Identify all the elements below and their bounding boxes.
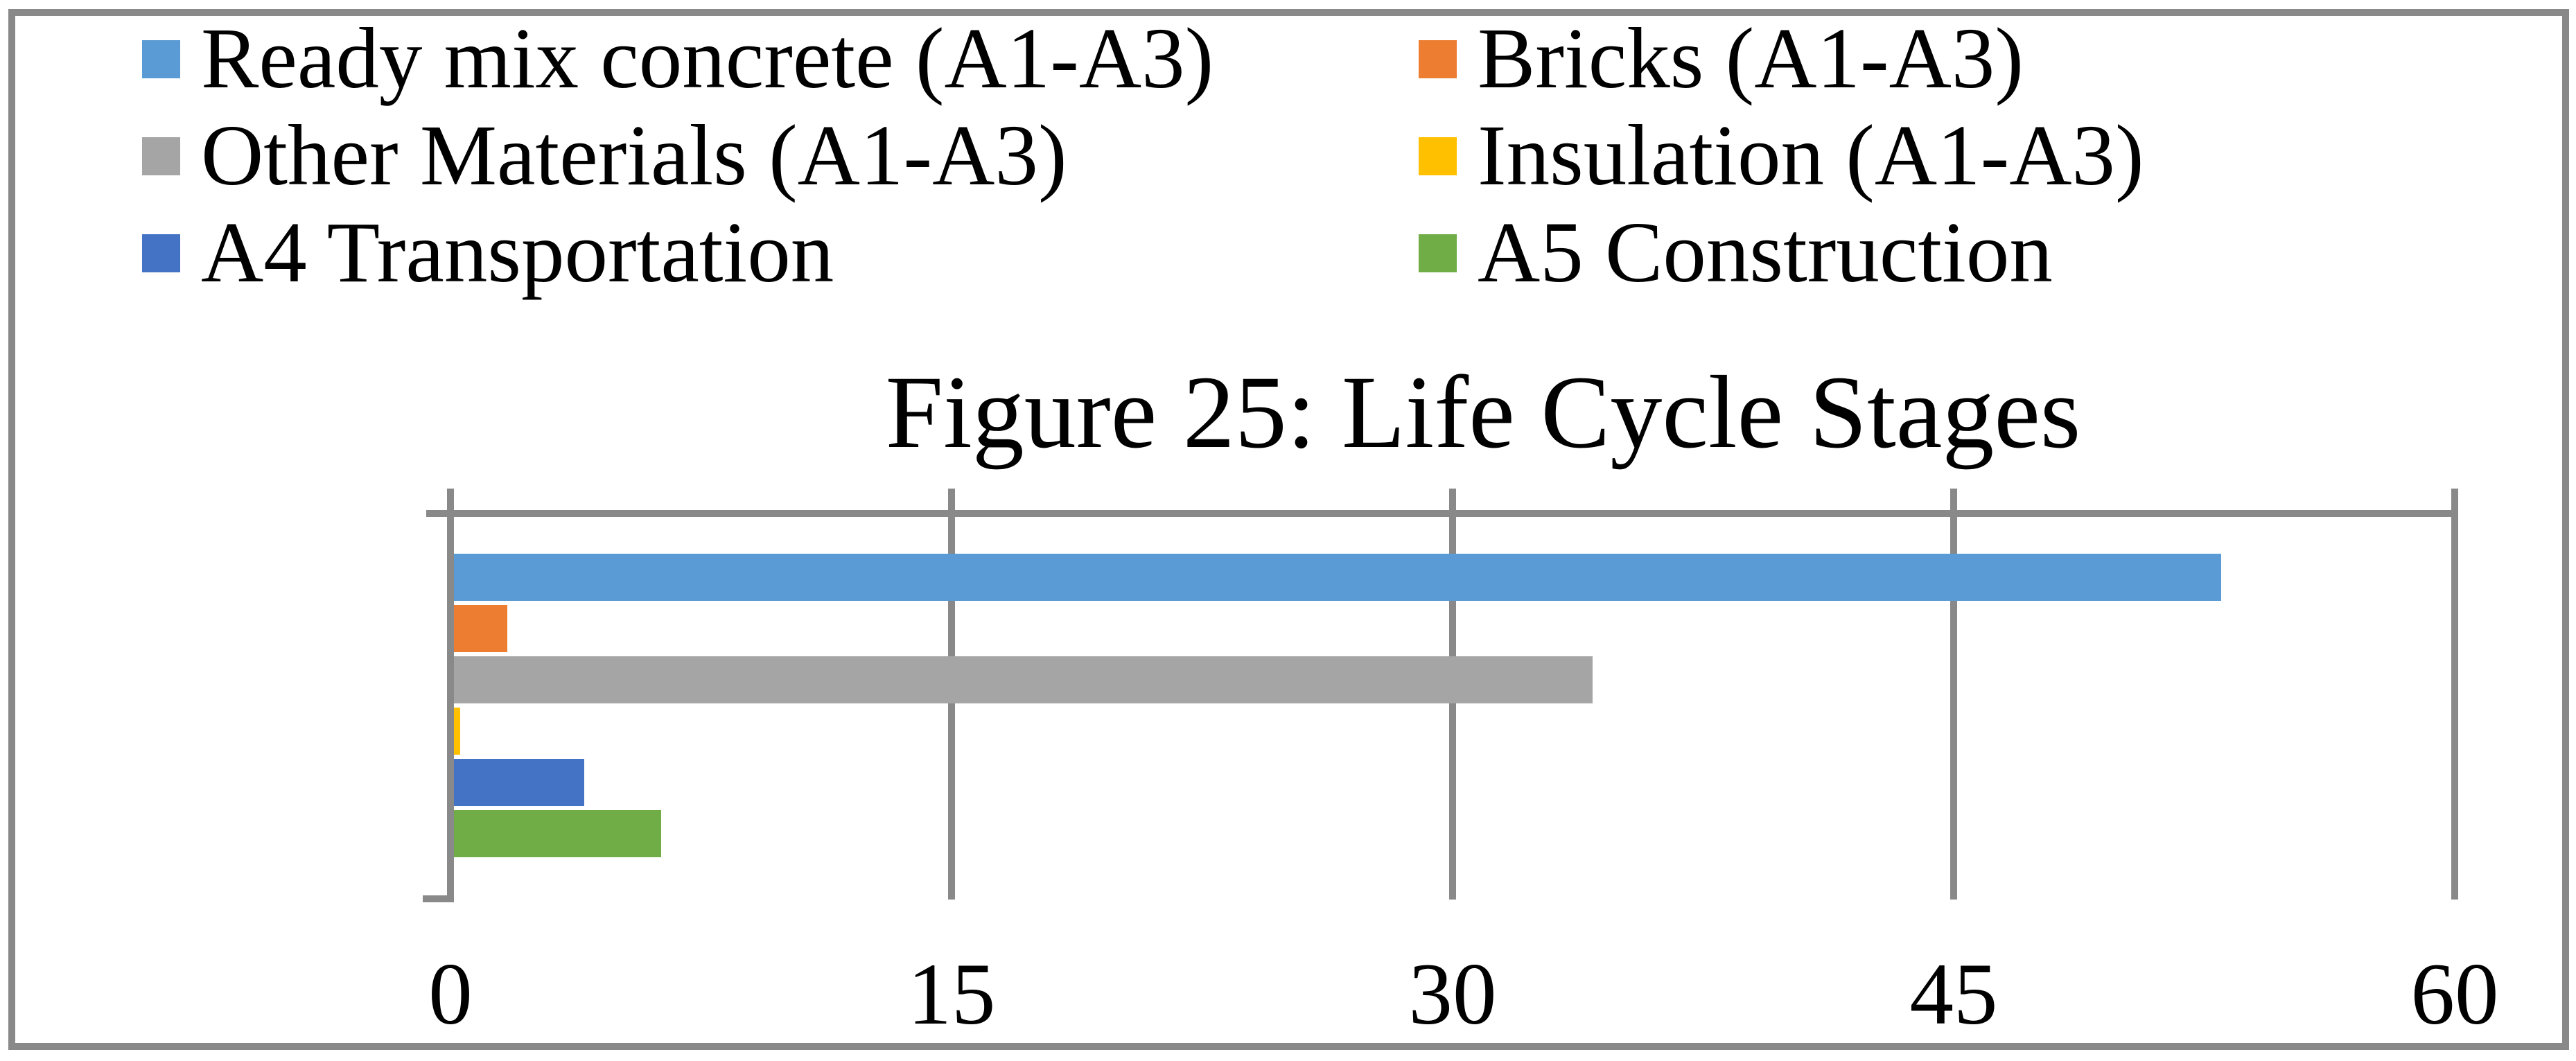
bar-ready-mix-concrete-a1-a3 [454,554,2221,601]
legend-item-other-materials-a1-a3: Other Materials (A1-A3) [142,107,1067,204]
legend-swatch-icon [142,234,180,272]
x-tick-label-30: 30 [1408,946,1497,1043]
legend-item-a5-construction: A5 Construction [1419,204,2053,301]
legend-swatch-icon [1419,40,1457,78]
legend-label: Bricks (A1-A3) [1478,11,2024,107]
legend-label: Other Materials (A1-A3) [201,108,1067,204]
legend-item-ready-mix-concrete-a1-a3: Ready mix concrete (A1-A3) [142,10,1213,107]
legend-item-insulation-a1-a3: Insulation (A1-A3) [1419,107,2144,204]
bar-insulation-a1-a3 [454,708,461,755]
x-tick-label-0: 0 [428,946,473,1043]
bar-a5-construction [454,810,661,857]
legend-swatch-icon [142,137,180,175]
bar-a4-transportation [454,759,584,806]
legend-item-a4-transportation: A4 Transportation [142,204,834,301]
legend-item-bricks-a1-a3: Bricks (A1-A3) [1419,10,2024,107]
gridline-0 [447,489,454,900]
category-axis-tick [423,895,454,902]
legend-swatch-icon [1419,137,1457,175]
legend-label: A4 Transportation [201,205,834,301]
x-tick-label-45: 45 [1909,946,1998,1043]
x-tick-label-60: 60 [2410,946,2499,1043]
gridline-45 [1950,489,1957,900]
bar-bricks-a1-a3 [454,605,507,652]
legend-label: Insulation (A1-A3) [1478,108,2144,204]
gridline-60 [2451,489,2458,900]
legend-swatch-icon [1419,234,1457,272]
legend-label: A5 Construction [1478,205,2053,301]
bar-other-materials-a1-a3 [454,656,1593,703]
legend-label: Ready mix concrete (A1-A3) [201,11,1214,107]
chart-title: Figure 25: Life Cycle Stages [885,355,2081,470]
value-axis-line [426,510,2458,517]
x-tick-label-15: 15 [907,946,996,1043]
legend-swatch-icon [142,40,180,78]
